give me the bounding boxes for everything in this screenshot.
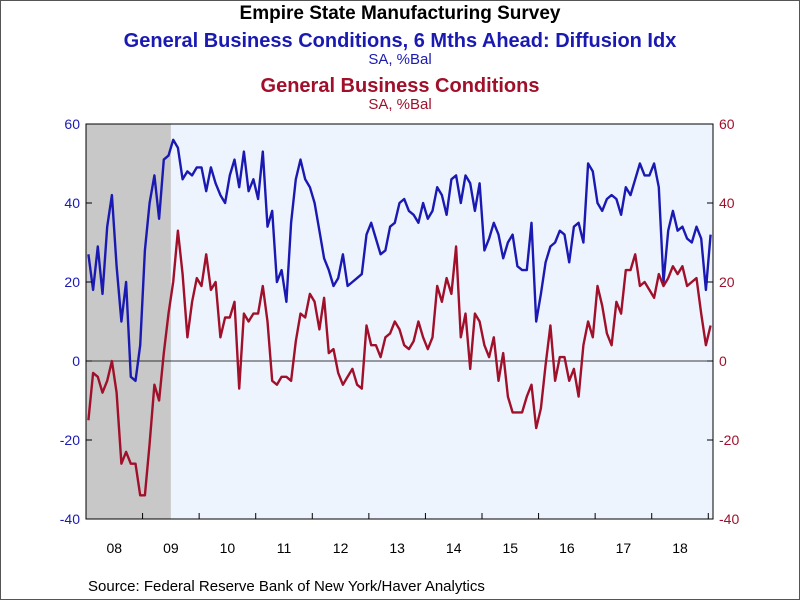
- y-tick-label-right: -40: [719, 511, 739, 527]
- source-note: Source: Federal Reserve Bank of New York…: [88, 578, 485, 595]
- y-tick-label-left: 20: [64, 274, 80, 290]
- y-tick-label-right: -20: [719, 432, 739, 448]
- plot-area: [86, 124, 713, 519]
- y-tick-label-right: 40: [719, 195, 735, 211]
- y-tick-label-left: -40: [60, 511, 80, 527]
- y-tick-label-right: 0: [719, 353, 727, 369]
- y-tick-label-right: 20: [719, 274, 735, 290]
- y-tick-label-left: 60: [64, 116, 80, 132]
- series-line-2: [87, 229, 712, 497]
- x-tick-label: 13: [389, 540, 405, 556]
- y-tick-label-right: 60: [719, 116, 735, 132]
- x-tick-label: 17: [616, 540, 632, 556]
- series2-units: SA, %Bal: [368, 96, 432, 113]
- x-tick-label: 09: [163, 540, 179, 556]
- series1-title: General Business Conditions, 6 Mths Ahea…: [123, 30, 677, 52]
- x-tick-label: 11: [277, 540, 292, 556]
- series1-units: SA, %Bal: [368, 51, 432, 68]
- x-tick-label: 16: [559, 540, 575, 556]
- y-tick-label-left: -20: [60, 432, 80, 448]
- chart-title: Empire State Manufacturing Survey: [239, 3, 561, 24]
- y-tick-label-left: 0: [72, 353, 80, 369]
- x-tick-label: 14: [446, 540, 462, 556]
- plot-border: [85, 123, 714, 520]
- series-line-1: [87, 138, 712, 382]
- x-tick-label: 08: [106, 540, 122, 556]
- x-tick-label: 12: [333, 540, 349, 556]
- x-tick-label: 15: [502, 540, 518, 556]
- x-tick-label: 10: [220, 540, 236, 556]
- x-tick-label: 18: [672, 540, 688, 556]
- y-tick-label-left: 40: [64, 195, 80, 211]
- series2-title: General Business Conditions: [260, 75, 540, 97]
